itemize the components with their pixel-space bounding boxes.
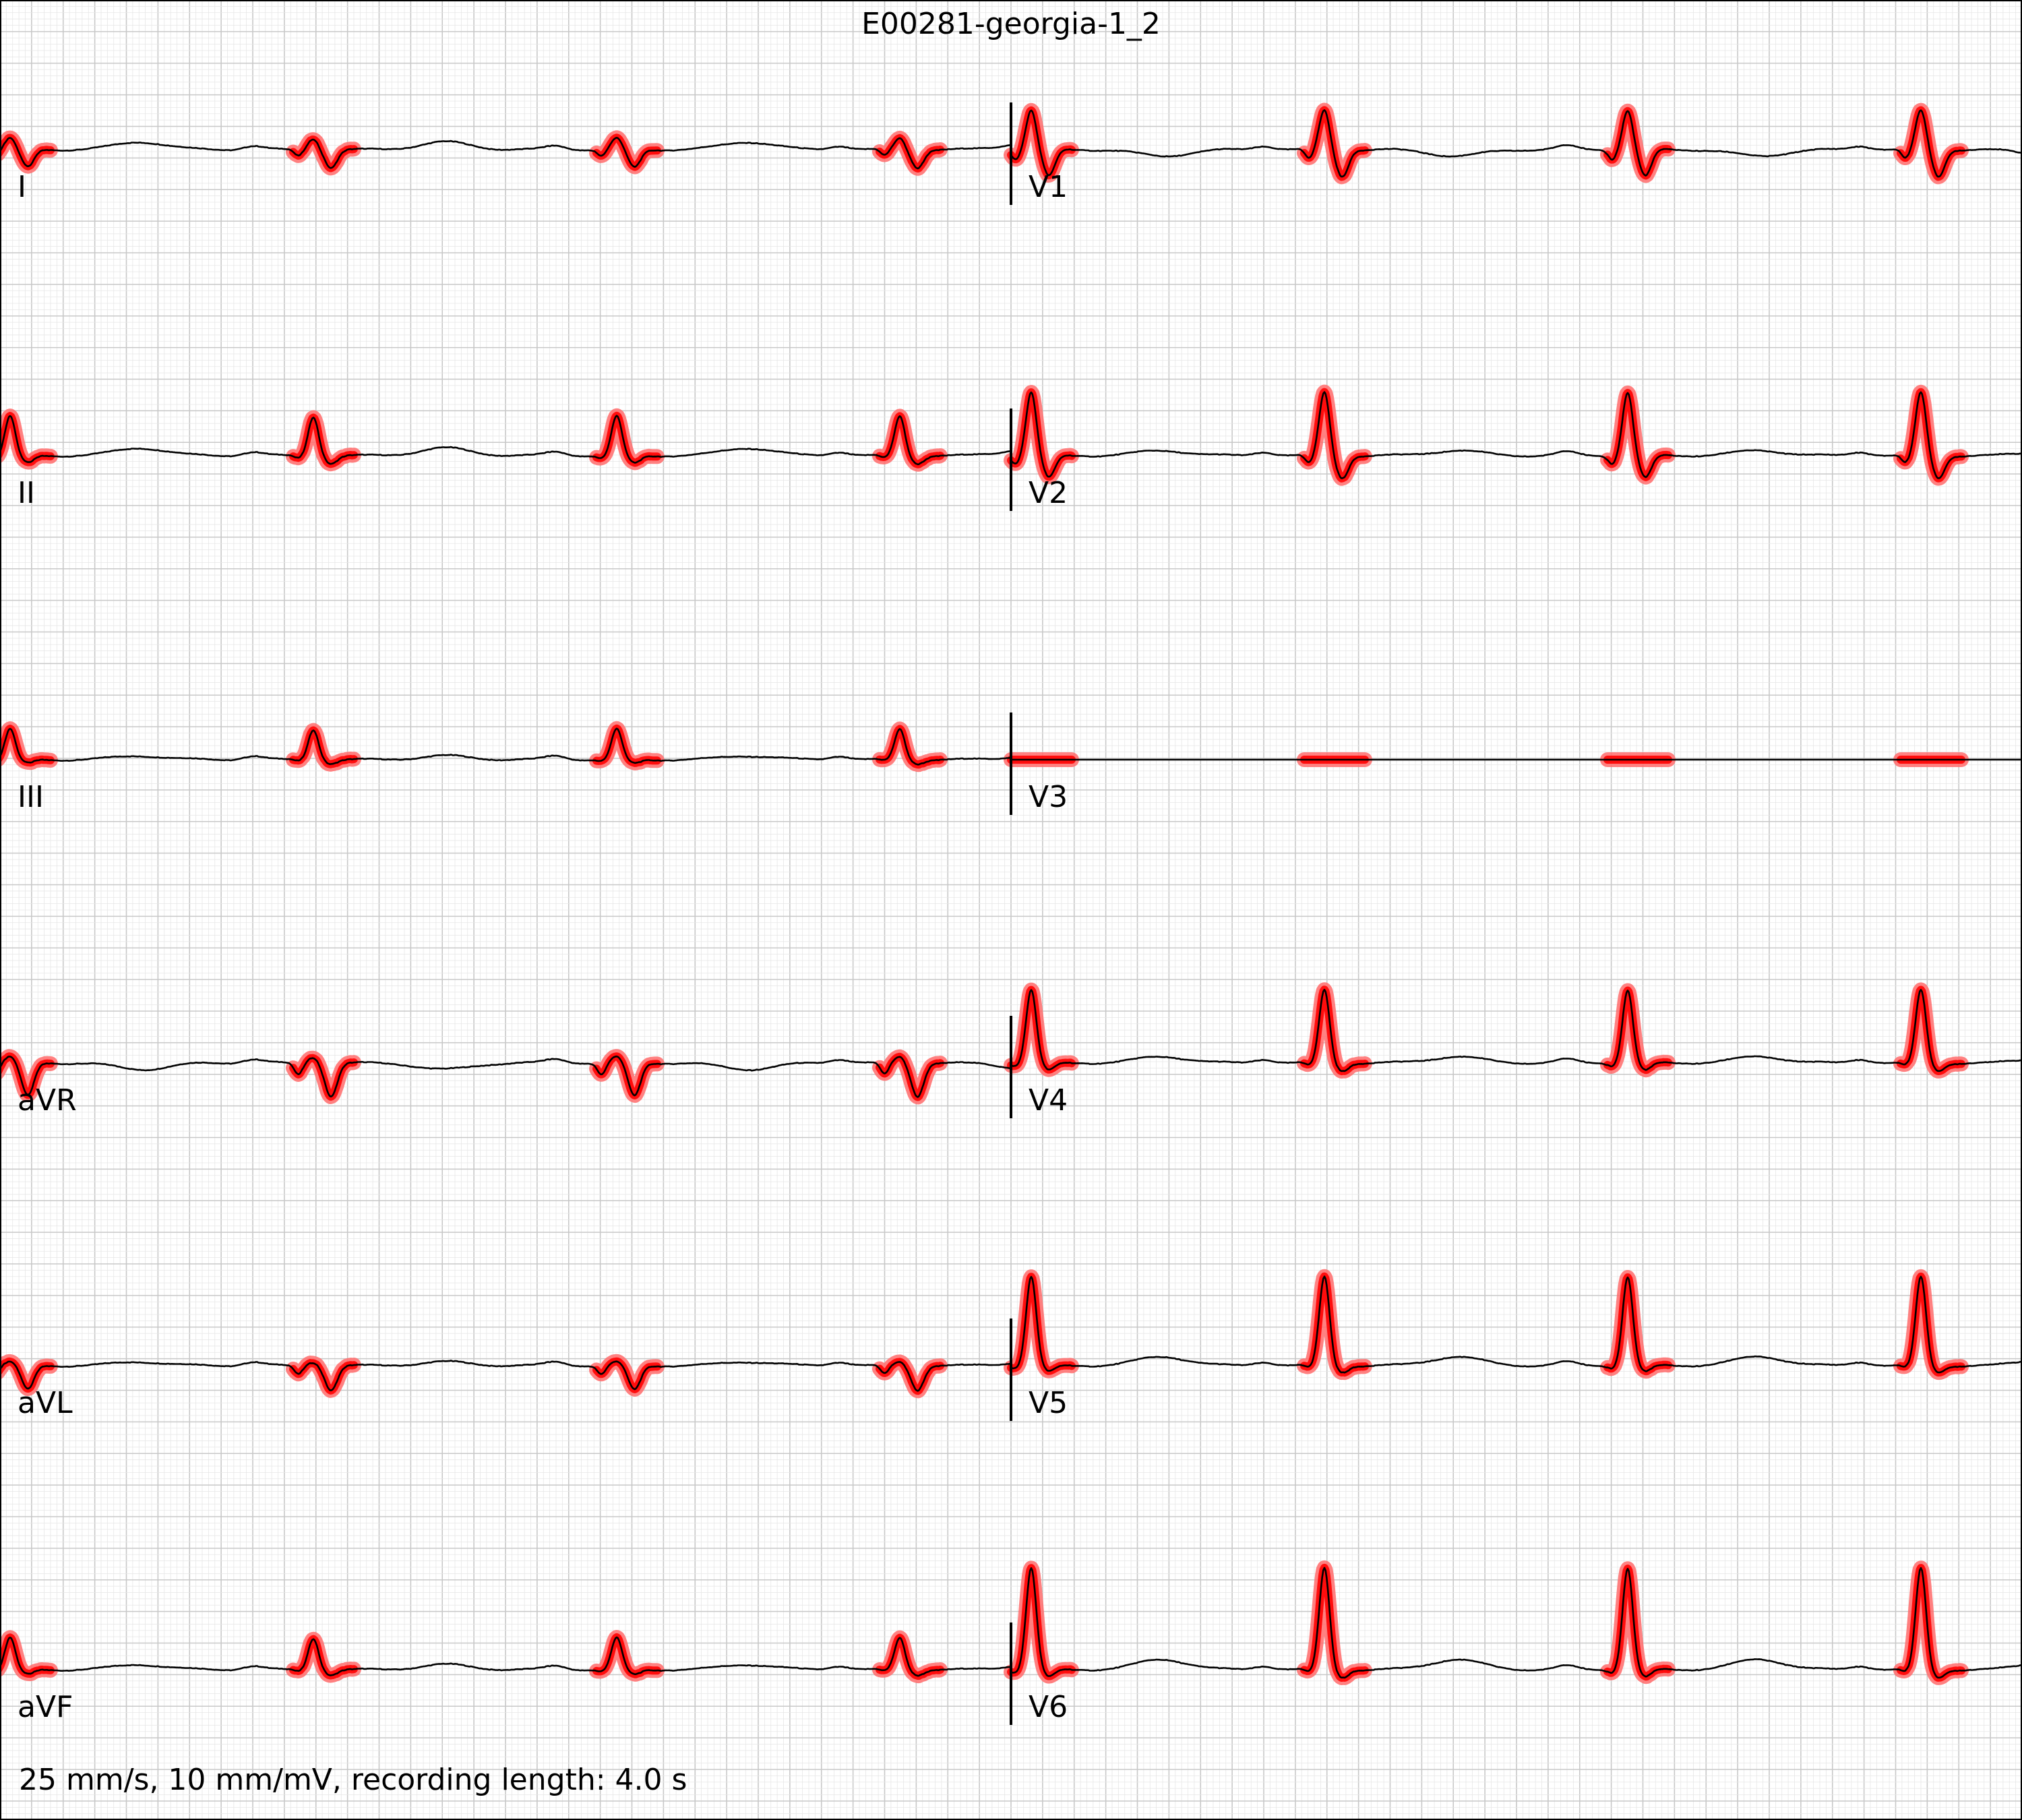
lead-aVR-trace <box>0 1055 1012 1098</box>
lead-V1-trace <box>1010 109 2022 178</box>
lead-label-III: III <box>18 780 44 814</box>
lead-label-aVF: aVF <box>18 1690 73 1724</box>
lead-III-trace <box>0 727 1012 766</box>
lead-V2-trace <box>1010 391 2022 479</box>
chart-footer: 25 mm/s, 10 mm/mV, recording length: 4.0… <box>19 1763 687 1797</box>
lead-label-V2: V2 <box>1029 476 1068 510</box>
lead-I-trace <box>0 137 1012 170</box>
lead-label-I: I <box>18 170 26 204</box>
lead-label-aVR: aVR <box>18 1083 77 1118</box>
chart-title: E00281-georgia-1_2 <box>861 7 1161 41</box>
lead-V6-trace <box>1010 1567 2022 1679</box>
lead-aVF-trace <box>0 1636 1012 1677</box>
trace-layer <box>0 109 2022 1679</box>
lead-label-V4: V4 <box>1029 1083 1068 1118</box>
lead-label-aVL: aVL <box>18 1386 73 1420</box>
lead-V4-trace <box>1010 988 2022 1072</box>
lead-label-V1: V1 <box>1029 170 1068 204</box>
lead-V5-trace <box>1010 1275 2022 1374</box>
lead-label-V6: V6 <box>1029 1690 1068 1724</box>
lead-label-V5: V5 <box>1029 1386 1068 1420</box>
lead-label-II: II <box>18 476 35 510</box>
lead-label-V3: V3 <box>1029 780 1068 814</box>
lead-II-trace <box>0 415 1012 466</box>
lead-aVL-trace <box>0 1360 1012 1392</box>
